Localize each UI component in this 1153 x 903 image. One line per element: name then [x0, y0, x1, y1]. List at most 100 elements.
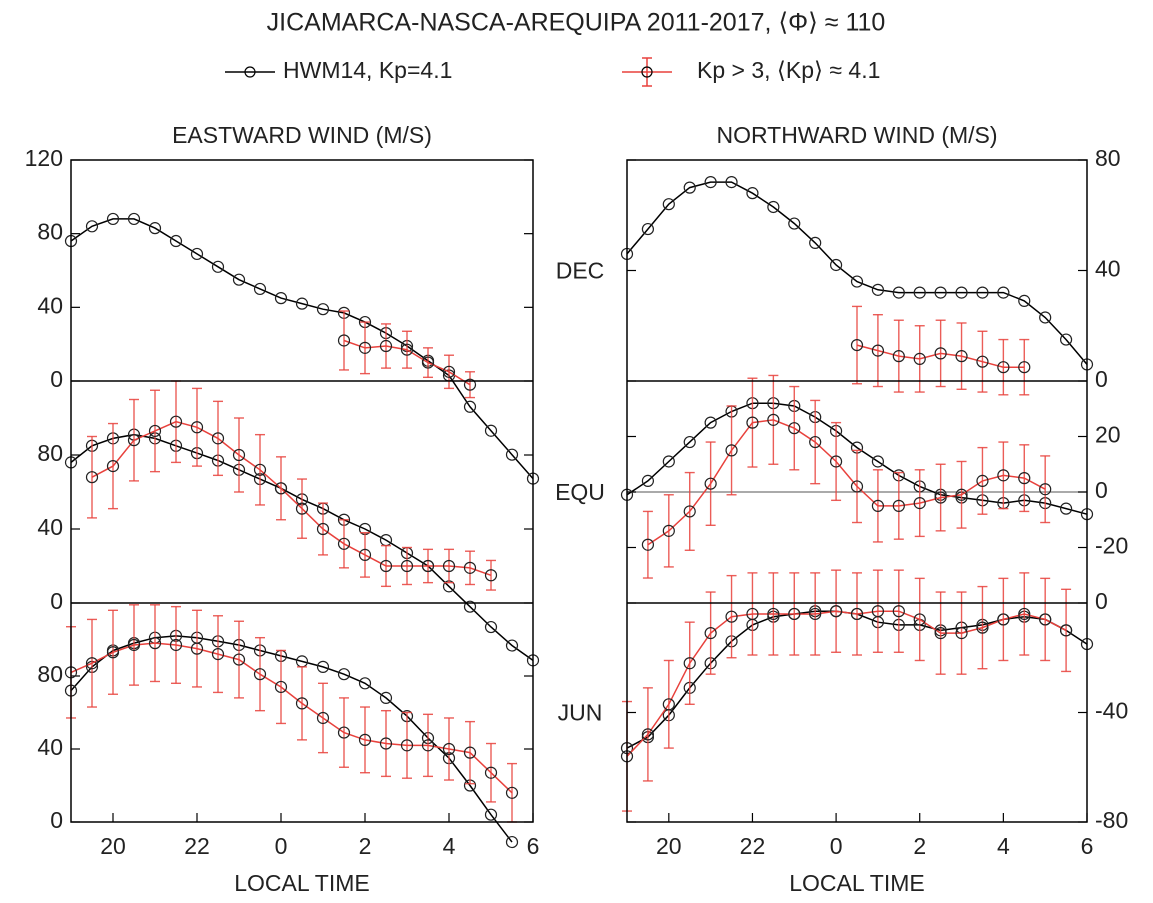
y-tick-label: 40 [37, 734, 63, 760]
data-point [662, 524, 675, 537]
data-point [683, 181, 696, 194]
y-tick-label: 0 [1095, 477, 1108, 503]
data-point [767, 607, 780, 621]
y-tick-label: 40 [1095, 256, 1121, 282]
series-line [343, 339, 471, 386]
data-point [997, 361, 1010, 374]
data-point [484, 808, 498, 821]
data-point [316, 660, 330, 673]
data-point [484, 766, 498, 779]
data-point [997, 286, 1010, 299]
data-point [871, 455, 885, 468]
data-point [913, 613, 926, 626]
data-point [641, 538, 655, 551]
y-tick-label: 80 [37, 661, 63, 687]
data-point [85, 657, 99, 670]
data-point [400, 739, 414, 752]
data-point [704, 477, 717, 490]
series-line [626, 610, 1067, 757]
data-point [850, 607, 864, 621]
data-point [1059, 502, 1073, 515]
data-point [913, 497, 926, 510]
data-point [913, 352, 926, 365]
data-point [788, 607, 801, 621]
figure-title: JICAMARCA-NASCA-AREQUIPA 2011-2017, ⟨Φ⟩ … [267, 9, 886, 37]
series-line [70, 635, 513, 843]
data-point [976, 621, 989, 634]
data-point [253, 463, 267, 476]
data-point [295, 297, 309, 310]
y-tick-label: 0 [1095, 588, 1108, 614]
data-point [788, 422, 801, 435]
data-point [421, 739, 435, 752]
series-line [70, 642, 513, 794]
series-line [70, 218, 534, 480]
y-tick-label: 20 [1095, 422, 1121, 448]
data-point [274, 292, 288, 305]
data-point [683, 505, 696, 518]
data-point [106, 212, 120, 226]
data-point [1018, 472, 1031, 485]
data-point [704, 627, 717, 640]
y-tick-label: 80 [37, 440, 63, 466]
data-point [725, 610, 738, 623]
y-tick-label: 0 [50, 366, 63, 392]
data-point [211, 260, 225, 273]
data-point [850, 275, 864, 288]
data-point [484, 620, 498, 634]
data-point [169, 638, 183, 652]
series-line [626, 181, 1088, 365]
data-point [442, 559, 456, 573]
data-point [725, 444, 738, 457]
data-point [1039, 311, 1052, 324]
y-tick-label: -20 [1095, 533, 1128, 559]
data-point [421, 356, 435, 369]
data-point [274, 482, 288, 495]
legend-marker [641, 66, 653, 78]
data-point [913, 286, 926, 299]
data-point [829, 455, 843, 468]
data-point [641, 474, 655, 487]
x-axis-label: LOCAL TIME [234, 870, 369, 896]
data-point [358, 548, 372, 562]
data-point [976, 474, 989, 487]
data-point [358, 677, 372, 690]
data-point [232, 448, 246, 462]
data-point [829, 258, 843, 272]
data-point [934, 347, 947, 360]
data-point [871, 605, 885, 618]
data-point [871, 499, 885, 512]
data-point [976, 355, 989, 368]
data-point [232, 273, 246, 286]
y-tick-label: 0 [1095, 366, 1108, 392]
data-point [379, 737, 393, 750]
legend-label: Kp > 3, ⟨Kp⟩ ≈ 4.1 [697, 57, 880, 83]
x-tick-label: 4 [997, 833, 1010, 859]
data-point [641, 728, 655, 741]
data-point [1018, 607, 1031, 621]
x-axis-label: LOCAL TIME [789, 870, 924, 896]
data-point [809, 236, 822, 249]
data-point [463, 561, 477, 574]
data-point [463, 600, 477, 613]
data-point [85, 471, 99, 484]
panel-label: JUN [558, 700, 603, 726]
data-point [337, 668, 351, 681]
data-point [400, 343, 414, 356]
data-point [337, 537, 351, 550]
data-point [274, 680, 288, 694]
data-point [1039, 613, 1052, 626]
data-point [505, 835, 519, 849]
data-point [253, 668, 267, 681]
series-line [91, 420, 492, 577]
data-point [767, 200, 780, 214]
data-point [850, 480, 864, 493]
data-point [463, 746, 477, 759]
column-title: EASTWARD WIND (M/S) [172, 122, 432, 148]
data-point [662, 698, 675, 711]
data-point [1039, 483, 1052, 496]
data-point [337, 726, 351, 739]
data-point [211, 432, 225, 445]
data-point [829, 605, 843, 618]
